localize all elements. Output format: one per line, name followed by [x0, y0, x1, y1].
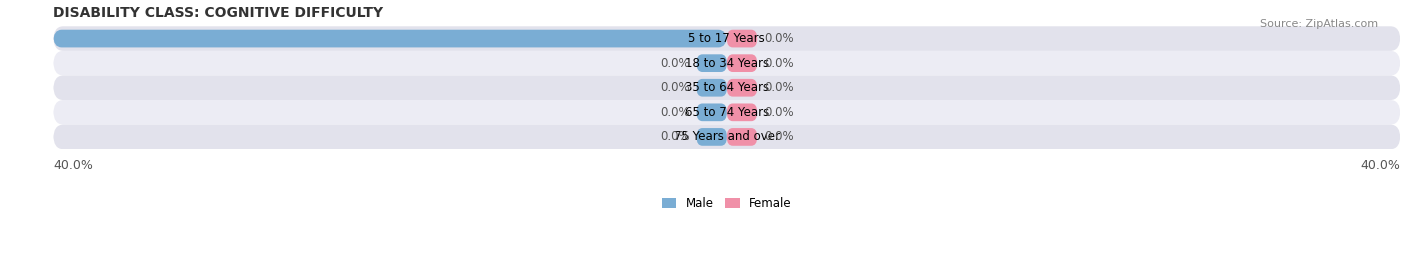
Text: 0.0%: 0.0% [661, 57, 690, 70]
Text: 0.0%: 0.0% [763, 106, 793, 119]
FancyBboxPatch shape [727, 128, 758, 146]
FancyBboxPatch shape [727, 79, 758, 97]
FancyBboxPatch shape [727, 104, 758, 121]
Text: 0.0%: 0.0% [763, 57, 793, 70]
FancyBboxPatch shape [696, 104, 727, 121]
Text: 0.0%: 0.0% [763, 81, 793, 94]
Text: 0.0%: 0.0% [763, 32, 793, 45]
Text: 40.0%: 40.0% [4, 32, 45, 45]
Text: Source: ZipAtlas.com: Source: ZipAtlas.com [1260, 19, 1378, 29]
Text: 0.0%: 0.0% [661, 81, 690, 94]
Text: 65 to 74 Years: 65 to 74 Years [685, 106, 769, 119]
Text: 40.0%: 40.0% [53, 158, 93, 172]
FancyBboxPatch shape [53, 75, 1400, 100]
FancyBboxPatch shape [696, 79, 727, 97]
Text: DISABILITY CLASS: COGNITIVE DIFFICULTY: DISABILITY CLASS: COGNITIVE DIFFICULTY [53, 6, 384, 20]
Legend: Male, Female: Male, Female [657, 192, 796, 215]
Text: 0.0%: 0.0% [661, 130, 690, 143]
FancyBboxPatch shape [53, 125, 1400, 149]
FancyBboxPatch shape [696, 54, 727, 72]
Text: 0.0%: 0.0% [763, 130, 793, 143]
FancyBboxPatch shape [727, 54, 758, 72]
Text: 75 Years and over: 75 Years and over [673, 130, 780, 143]
FancyBboxPatch shape [696, 128, 727, 146]
Text: 18 to 34 Years: 18 to 34 Years [685, 57, 769, 70]
FancyBboxPatch shape [727, 30, 758, 47]
Text: 40.0%: 40.0% [1361, 158, 1400, 172]
FancyBboxPatch shape [53, 30, 727, 47]
Text: 0.0%: 0.0% [661, 106, 690, 119]
Text: 5 to 17 Years: 5 to 17 Years [689, 32, 765, 45]
FancyBboxPatch shape [53, 51, 1400, 75]
FancyBboxPatch shape [53, 26, 1400, 51]
FancyBboxPatch shape [53, 100, 1400, 125]
Text: 35 to 64 Years: 35 to 64 Years [685, 81, 769, 94]
